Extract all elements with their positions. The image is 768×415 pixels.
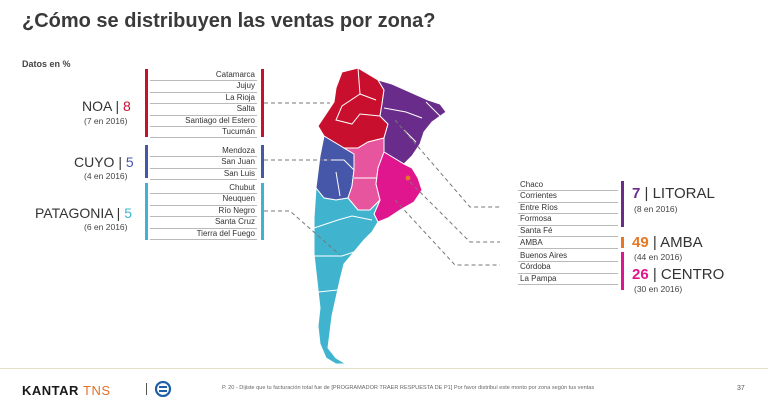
province-patagonia-0: Chubut (229, 183, 255, 192)
province-patagonia-3: Santa Cruz (214, 217, 255, 227)
kantar-tns-logo: KANTAR TNS (22, 383, 111, 398)
region-noa-value: 8 (122, 98, 131, 114)
province-rule (518, 224, 618, 226)
region-noa-label: NOA | 8 (82, 98, 131, 114)
leader-amba (409, 181, 500, 243)
footer-divider (0, 368, 768, 369)
centro-bar (621, 252, 624, 290)
cuyo-bar-left (145, 145, 148, 178)
province-cuyo-1: San Juan (221, 157, 255, 167)
footer-separator (146, 383, 147, 395)
province-noa-1: Jujuy (236, 81, 255, 91)
province-noa-0: Catamarca (215, 70, 255, 79)
province-cuyo-2: San Luis (223, 168, 255, 178)
province-patagonia-4: Tierra del Fuego (196, 228, 255, 238)
province-rule (150, 227, 257, 229)
region-patagonia-label: PATAGONIA | 5 (35, 205, 132, 221)
province-centro-1: Córdoba (520, 262, 551, 272)
province-rule (150, 156, 257, 158)
region-patagonia-name: PATAGONIA | (35, 205, 121, 221)
province-rule (150, 91, 257, 93)
province-noa-3: Salta (236, 104, 255, 114)
province-noa-4: Santiago del Estero (185, 115, 255, 125)
region-noa-prev: (7 en 2016) (84, 116, 128, 126)
region-cuyo-prev: (4 en 2016) (84, 171, 128, 181)
region-cuyo-value: 5 (125, 154, 134, 170)
client-logo-icon (154, 381, 172, 397)
brand-main: KANTAR (22, 383, 79, 398)
province-patagonia-2: Río Negro (218, 205, 255, 215)
argentina-map (313, 67, 447, 365)
subtitle: Datos en % (22, 59, 71, 69)
leader-centro (394, 199, 500, 266)
patagonia-bar-left (145, 183, 148, 240)
region-amba-value: 49 (632, 234, 649, 251)
province-litoral-1: Corrientes (520, 191, 557, 201)
leader-litoral (394, 119, 500, 208)
province-rule (150, 80, 257, 82)
page-title: ¿Cómo se distribuyen las ventas por zona… (22, 10, 436, 32)
region-cuyo-label: CUYO | 5 (74, 154, 134, 170)
page-number: 37 (737, 385, 745, 392)
region-litoral-value: 7 (632, 185, 641, 202)
province-rule (518, 248, 618, 250)
province-rule (518, 201, 618, 203)
province-rule (518, 272, 618, 274)
province-rule (518, 213, 618, 215)
region-amba-prev: (44 en 2016) (634, 252, 683, 262)
province-litoral-3: Formosa (520, 214, 552, 224)
region-centro-name: | CENTRO (652, 266, 725, 283)
province-litoral-2: Entre Ríos (520, 202, 558, 212)
litoral-bar (621, 181, 624, 227)
province-noa-2: La Rioja (225, 92, 255, 102)
region-litoral-label: 7 | LITORAL (632, 185, 715, 202)
region-noa-name: NOA | (82, 98, 120, 114)
noa-bar-left (145, 69, 148, 137)
brand-sub: TNS (83, 383, 111, 398)
map-region-patagonia (313, 186, 381, 365)
province-rule (150, 167, 257, 169)
province-rule (150, 179, 257, 181)
province-rule (518, 236, 618, 237)
province-centro-2: La Pampa (520, 273, 557, 283)
province-rule (150, 114, 257, 116)
region-amba-name: | AMBA (652, 234, 703, 251)
province-rule (150, 103, 257, 105)
cuyo-bar-right (261, 145, 264, 178)
province-rule (150, 204, 257, 206)
region-centro-value: 26 (632, 266, 649, 283)
leader-patagonia (264, 210, 341, 256)
footer-note: P. 20 - Dijiste que tu facturación total… (222, 385, 595, 391)
region-cuyo-name: CUYO | (74, 154, 122, 170)
province-rule (150, 216, 257, 218)
province-patagonia-1: Neuquen (222, 194, 255, 204)
province-litoral-0: Chaco (520, 180, 544, 189)
region-centro-label: 26 | CENTRO (632, 266, 724, 283)
region-centro-prev: (30 en 2016) (634, 284, 683, 294)
map-region-centro-bsas (373, 151, 423, 223)
province-litoral-4: Santa Fé (520, 225, 553, 235)
province-centro-0: Buenos Aires (520, 251, 568, 260)
province-rule (150, 239, 257, 240)
region-patagonia-prev: (6 en 2016) (84, 222, 128, 232)
province-rule (150, 126, 257, 127)
province-amba-0: AMBA (520, 238, 543, 247)
amba-bar (621, 237, 624, 248)
region-litoral-prev: (8 en 2016) (634, 204, 678, 214)
region-litoral-name: | LITORAL (644, 185, 715, 202)
region-amba-label: 49 | AMBA (632, 234, 703, 251)
noa-bar-right (261, 69, 264, 137)
map-region-amba (405, 175, 411, 181)
province-rule (150, 193, 257, 195)
patagonia-bar-right (261, 183, 264, 240)
province-rule (518, 261, 618, 263)
province-cuyo-0: Mendoza (222, 146, 255, 155)
region-patagonia-value: 5 (124, 205, 133, 221)
province-rule (150, 137, 257, 139)
province-rule (518, 284, 618, 286)
province-noa-5: Tucumán (221, 127, 255, 136)
province-rule (518, 190, 618, 192)
map-region-litoral (376, 79, 447, 165)
